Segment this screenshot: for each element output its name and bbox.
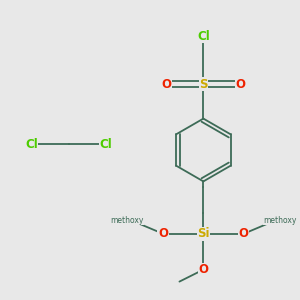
Text: Cl: Cl [25, 137, 38, 151]
Text: methoxy: methoxy [110, 216, 144, 225]
Text: Si: Si [197, 227, 210, 240]
Text: Cl: Cl [197, 30, 210, 43]
Text: Cl: Cl [100, 137, 112, 151]
Text: O: O [236, 78, 246, 91]
Text: O: O [198, 263, 208, 276]
Text: O: O [239, 227, 249, 240]
Text: O: O [161, 78, 171, 91]
Text: methoxy: methoxy [263, 216, 296, 225]
Text: O: O [158, 227, 168, 240]
Text: S: S [199, 78, 208, 91]
